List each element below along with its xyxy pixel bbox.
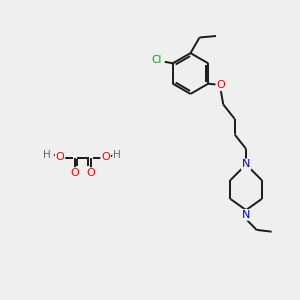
Text: H: H — [43, 149, 50, 160]
Text: O: O — [70, 168, 80, 178]
Text: O: O — [101, 152, 110, 163]
Text: O: O — [216, 80, 225, 90]
Text: Cl: Cl — [151, 55, 161, 65]
Text: N: N — [242, 160, 250, 170]
Text: O: O — [86, 168, 95, 178]
Text: N: N — [242, 210, 250, 220]
Text: H: H — [113, 149, 121, 160]
Text: O: O — [56, 152, 64, 163]
